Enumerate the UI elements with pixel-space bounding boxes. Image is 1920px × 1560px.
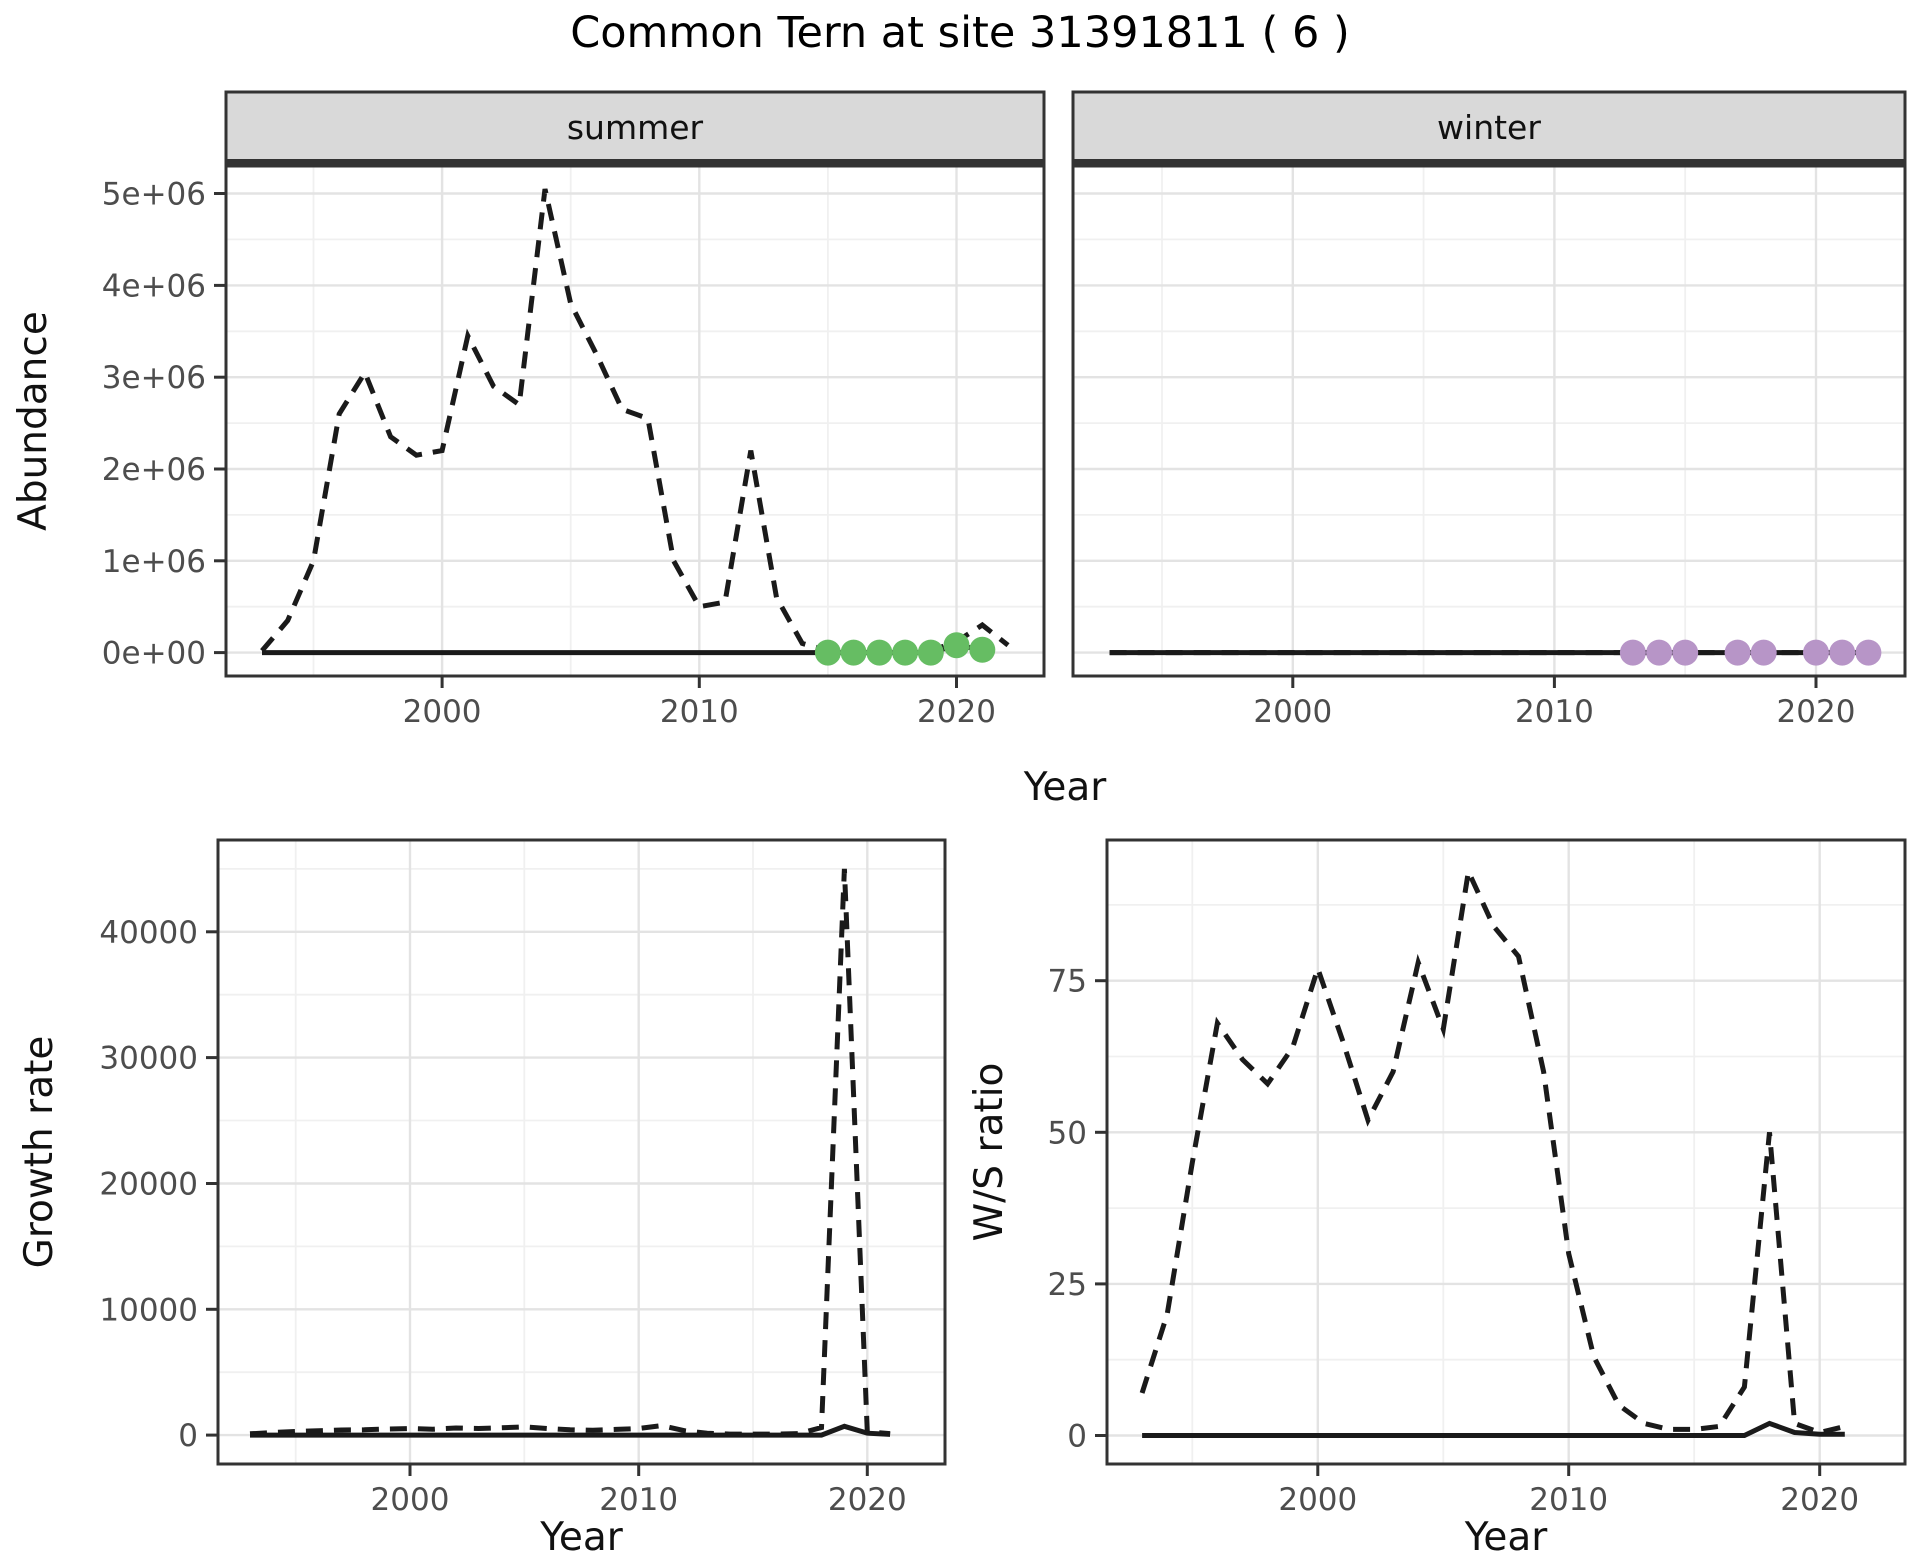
panel-growth-rate: 2000 2010 2020 0 10000 20000 30000 40000 Growth … xyxy=(17,838,947,1560)
y-tick-label: 5e+06 xyxy=(102,177,206,213)
panel-border xyxy=(216,838,947,1466)
summer-recent-points xyxy=(840,639,867,666)
plot-background xyxy=(226,166,1044,676)
winter-recent-points xyxy=(1619,639,1646,666)
plot-background xyxy=(1073,166,1905,676)
y-axis-title: Growth rate xyxy=(17,1036,62,1269)
panel-ws-ratio: 2000 2010 2020 0 25 50 75 W/S ratio Year xyxy=(967,838,1907,1560)
x-tick-label: 2020 xyxy=(917,694,996,730)
winter-recent-points xyxy=(1724,639,1751,666)
plot-background xyxy=(218,840,945,1464)
series-ws-model-solid xyxy=(1142,1420,1845,1438)
winter-recent-points xyxy=(1646,639,1673,666)
summer-recent-points xyxy=(943,632,970,659)
facet-strip-label: summer xyxy=(567,108,704,147)
y-tick-label: 50 xyxy=(1048,1115,1087,1151)
facet-strip xyxy=(1071,90,1907,168)
x-tick-label: 2010 xyxy=(660,694,739,730)
summer-recent-points xyxy=(866,639,893,666)
x-tick-label: 2000 xyxy=(1253,694,1332,730)
facet-strip xyxy=(224,90,1046,168)
y-tick-label: 0 xyxy=(1067,1419,1087,1455)
x-tick-label: 2000 xyxy=(371,1482,450,1518)
winter-recent-points xyxy=(1803,639,1829,666)
y-tick-label: 25 xyxy=(1048,1267,1087,1303)
facet-strip-divider xyxy=(1071,159,1907,166)
summer-recent-points xyxy=(969,636,996,663)
panel-border xyxy=(1105,838,1907,1466)
shared-x-axis-title: Year xyxy=(1023,765,1108,810)
facet-strip-divider xyxy=(224,159,1046,166)
x-tick-label: 2020 xyxy=(1777,694,1856,730)
winter-recent-points xyxy=(1829,639,1856,666)
y-tick-label: 20000 xyxy=(99,1167,198,1203)
series-growth-model-solid xyxy=(250,1423,891,1438)
figure-title: Common Tern at site 31391811 ( 6 ) xyxy=(570,8,1350,58)
panel-abundance-winter: 2000 2010 2020 winter xyxy=(1071,90,1907,730)
y-tick-label: 3e+06 xyxy=(102,360,206,396)
y-tick-label: 40000 xyxy=(99,915,198,951)
x-tick-label: 2020 xyxy=(1780,1482,1859,1518)
x-tick-label: 2000 xyxy=(1278,1482,1357,1518)
x-tick-label: 2010 xyxy=(1515,694,1594,730)
winter-recent-points xyxy=(1672,639,1699,666)
y-tick-label: 75 xyxy=(1048,964,1087,1000)
x-tick-label: 2020 xyxy=(828,1482,907,1518)
y-tick-label: 30000 xyxy=(99,1041,198,1077)
x-axis-title: Year xyxy=(1464,1515,1549,1560)
plot-background xyxy=(1107,840,1905,1464)
y-axis-title: Abundance xyxy=(11,311,56,531)
y-tick-label: 10000 xyxy=(99,1292,198,1328)
summer-recent-points xyxy=(917,639,944,666)
y-tick-label: 1e+06 xyxy=(102,544,206,580)
panel-abundance-summer: 2000 2010 2020 0e+00 1e+06 2e+06 3e+06 4e+06 5e+… xyxy=(11,90,1046,730)
y-tick-label: 0 xyxy=(178,1418,198,1454)
x-tick-label: 2010 xyxy=(1529,1482,1608,1518)
series-ws-observed-dashed xyxy=(1139,862,1846,1436)
summer-recent-points xyxy=(814,639,841,666)
summer-recent-points xyxy=(892,639,919,666)
winter-recent-points xyxy=(1855,639,1882,666)
x-tick-label: 2000 xyxy=(403,694,482,730)
facet-strip-label: winter xyxy=(1437,108,1541,147)
y-tick-label: 2e+06 xyxy=(102,452,206,488)
x-axis-title: Year xyxy=(539,1515,624,1560)
y-tick-label: 0e+00 xyxy=(102,636,206,672)
y-axis-title: W/S ratio xyxy=(967,1063,1012,1242)
x-tick-label: 2010 xyxy=(599,1482,678,1518)
y-tick-label: 4e+06 xyxy=(102,268,206,304)
winter-recent-points xyxy=(1750,639,1777,666)
